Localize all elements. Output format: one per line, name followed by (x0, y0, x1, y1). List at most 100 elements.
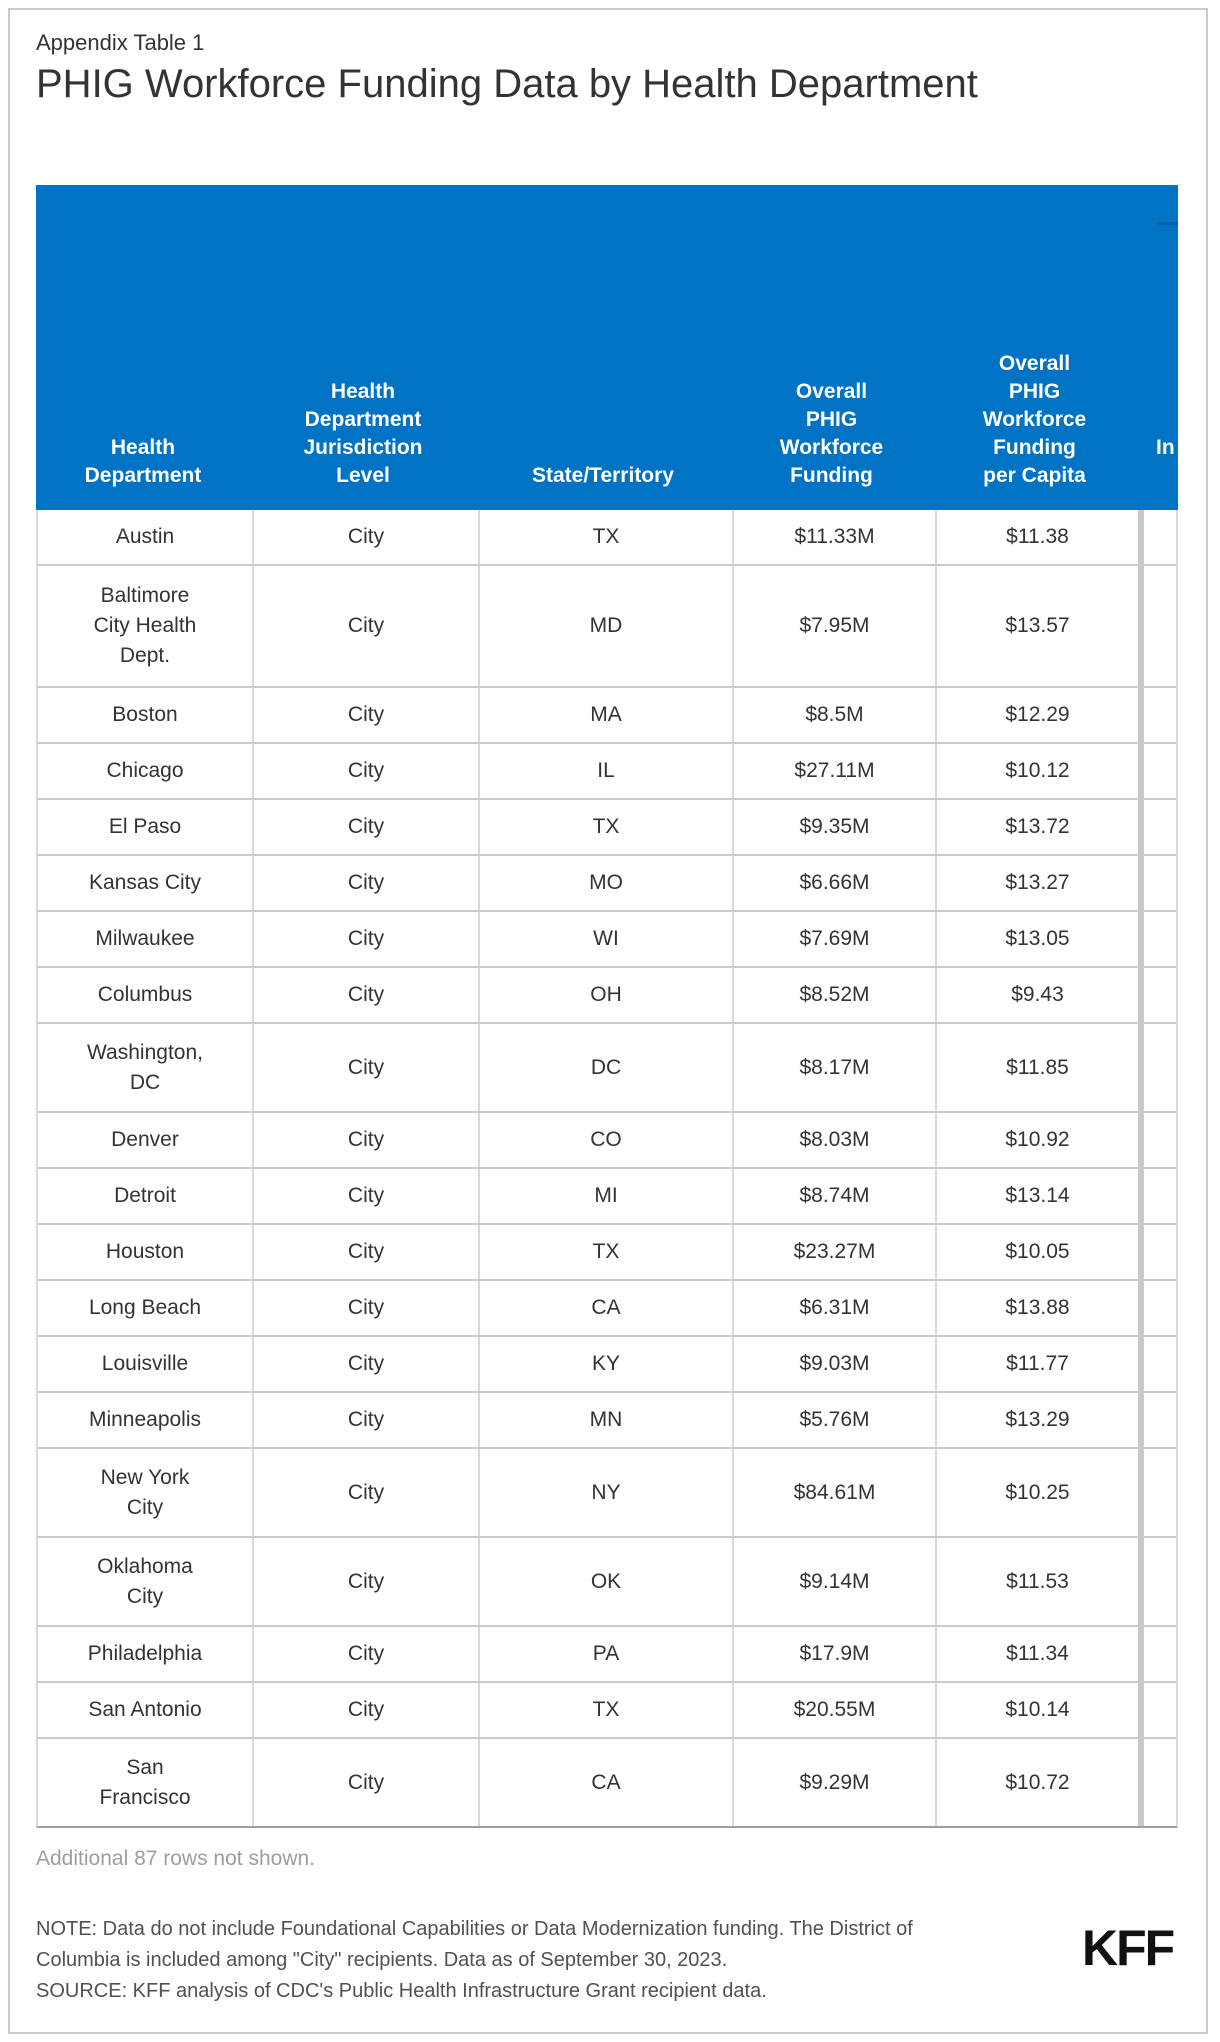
cell-per-capita: $13.27 (935, 856, 1138, 910)
cell-funding: $8.52M (732, 968, 935, 1022)
cell-per-capita: $13.57 (935, 566, 1138, 686)
cell-level: City (252, 1337, 478, 1391)
table-row: Louisville City KY $9.03M $11.77 (38, 1337, 1176, 1393)
cell-level: City (252, 744, 478, 798)
cell-level: City (252, 1683, 478, 1737)
cell-dept: Boston (112, 703, 178, 726)
cell-per-capita: $13.14 (935, 1169, 1138, 1223)
table-row: Milwaukee City WI $7.69M $13.05 (38, 912, 1176, 968)
table-row: El Paso City TX $9.35M $13.72 (38, 800, 1176, 856)
cell-level: City (252, 1113, 478, 1167)
table-row: Washington, DC City DC $8.17M $11.85 (38, 1024, 1176, 1113)
cell-level: City (252, 1739, 478, 1826)
cell-state: MO (478, 856, 732, 910)
cell-dept: El Paso (108, 815, 182, 838)
cell-dept: San Francisco (99, 1755, 191, 1809)
cell-per-capita: $13.29 (935, 1393, 1138, 1447)
cell-level: City (252, 1225, 478, 1279)
table-row: Long Beach City CA $6.31M $13.88 (38, 1281, 1176, 1337)
table-row: Kansas City City MO $6.66M $13.27 (38, 856, 1176, 912)
table-row: Houston City TX $23.27M $10.05 (38, 1225, 1176, 1281)
table-header: Health Department Health Department Juri… (36, 185, 1178, 510)
table-row: Detroit City MI $8.74M $13.14 (38, 1169, 1176, 1225)
cell-state: TX (478, 800, 732, 854)
cell-funding: $6.66M (732, 856, 935, 910)
cell-overflow (1138, 1169, 1176, 1223)
cell-state: KY (478, 1337, 732, 1391)
cell-state: CA (478, 1739, 732, 1826)
cell-per-capita: $11.34 (935, 1627, 1138, 1681)
cell-dept: Denver (111, 1128, 179, 1151)
cell-dept: Kansas City (88, 871, 202, 894)
table-row: Oklahoma City City OK $9.14M $11.53 (38, 1538, 1176, 1627)
column-header-jurisdiction-level: Health Department Jurisdiction Level (303, 380, 423, 487)
cell-per-capita: $12.29 (935, 688, 1138, 742)
table-row: Denver City CO $8.03M $10.92 (38, 1113, 1176, 1169)
cell-state: TX (478, 510, 732, 564)
cell-funding: $8.74M (732, 1169, 935, 1223)
cell-dept: Chicago (106, 759, 184, 782)
cell-per-capita: $10.25 (935, 1449, 1138, 1536)
cell-funding: $5.76M (732, 1393, 935, 1447)
cell-per-capita: $13.05 (935, 912, 1138, 966)
table-row: Minneapolis City MN $5.76M $13.29 (38, 1393, 1176, 1449)
cell-dept: Oklahoma City (97, 1554, 193, 1608)
page-title: PHIG Workforce Funding Data by Health De… (36, 62, 978, 106)
data-table[interactable]: Health Department Health Department Juri… (36, 185, 1178, 1828)
cell-funding: $11.33M (732, 510, 935, 564)
cell-dept: Baltimore City Health Dept. (93, 584, 197, 667)
cell-overflow (1138, 688, 1176, 742)
column-header-funding-per-capita: Overall PHIG Workforce Funding per Capit… (982, 352, 1087, 487)
cell-funding: $8.5M (732, 688, 935, 742)
cell-state: IL (478, 744, 732, 798)
table-body[interactable]: Austin City TX $11.33M $11.38 Baltimore City … (36, 510, 1178, 1828)
cell-funding: $8.17M (732, 1024, 935, 1111)
cell-funding: $9.14M (732, 1538, 935, 1625)
cell-overflow (1138, 912, 1176, 966)
cell-level: City (252, 912, 478, 966)
appendix-label: Appendix Table 1 (36, 30, 205, 55)
cell-per-capita: $13.72 (935, 800, 1138, 854)
cell-funding: $9.29M (732, 1739, 935, 1826)
note-text: NOTE: Data do not include Foundational C… (36, 1918, 913, 1971)
cell-overflow (1138, 1393, 1176, 1447)
cell-level: City (252, 1538, 478, 1625)
cell-per-capita: $11.53 (935, 1538, 1138, 1625)
cell-level: City (252, 510, 478, 564)
cell-per-capita: $11.77 (935, 1337, 1138, 1391)
cell-overflow (1138, 744, 1176, 798)
table-row: Austin City TX $11.33M $11.38 (38, 510, 1176, 566)
truncation-note: Additional 87 rows not shown. (36, 1847, 315, 1870)
cell-per-capita: $13.88 (935, 1281, 1138, 1335)
column-header-health-department: Health Department (84, 436, 202, 487)
cell-level: City (252, 1449, 478, 1536)
cell-level: City (252, 968, 478, 1022)
cell-per-capita: $10.72 (935, 1739, 1138, 1826)
cell-state: MA (478, 688, 732, 742)
cell-state: CO (478, 1113, 732, 1167)
cell-dept: Detroit (114, 1184, 176, 1207)
cell-funding: $27.11M (732, 744, 935, 798)
cell-funding: $7.69M (732, 912, 935, 966)
table-row: Baltimore City Health Dept. City MD $7.95M $… (38, 566, 1176, 688)
cell-overflow (1138, 856, 1176, 910)
cell-level: City (252, 688, 478, 742)
header-dash-decoration (1157, 222, 1178, 225)
cell-dept: Milwaukee (95, 927, 195, 950)
cell-state: OH (478, 968, 732, 1022)
cell-level: City (252, 566, 478, 686)
cell-overflow (1138, 1683, 1176, 1737)
cell-per-capita: $10.12 (935, 744, 1138, 798)
cell-state: MN (478, 1393, 732, 1447)
cell-level: City (252, 1281, 478, 1335)
cell-funding: $20.55M (732, 1683, 935, 1737)
cell-overflow (1138, 1627, 1176, 1681)
cell-state: OK (478, 1538, 732, 1625)
cell-dept: Minneapolis (88, 1408, 202, 1431)
cell-overflow (1138, 1113, 1176, 1167)
cell-funding: $23.27M (732, 1225, 935, 1279)
cell-funding: $6.31M (732, 1281, 935, 1335)
cell-per-capita: $10.05 (935, 1225, 1138, 1279)
cell-per-capita: $11.85 (935, 1024, 1138, 1111)
cell-funding: $9.35M (732, 800, 935, 854)
